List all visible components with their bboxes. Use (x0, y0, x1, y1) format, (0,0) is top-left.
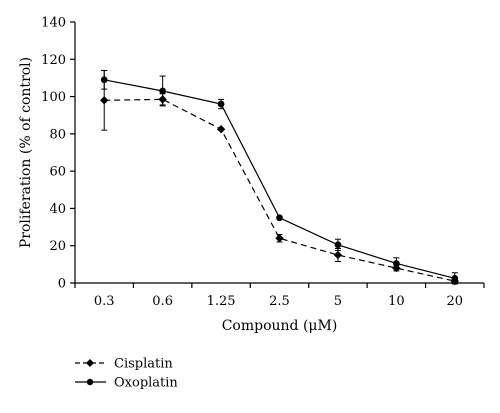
x-tick-label: 1.25 (207, 294, 236, 309)
series-line (104, 98, 455, 282)
x-tick-label: 5 (334, 294, 342, 309)
data-point-circle (100, 76, 108, 84)
data-point-diamond (216, 124, 226, 134)
axes (74, 22, 484, 284)
legend-item-cisplatin: Cisplatin (75, 357, 173, 372)
legend: Cisplatin Oxoplatin (75, 357, 178, 391)
y-tick-label: 140 (41, 16, 66, 31)
data-point-circle (159, 87, 167, 95)
x-tick-label: 2.5 (269, 294, 290, 309)
data-point-circle (392, 260, 400, 267)
y-tick-label: 20 (49, 239, 66, 254)
data-point-circle (217, 100, 225, 108)
y-tick-label: 100 (41, 90, 66, 105)
x-tick-label: 10 (388, 294, 405, 309)
data-point-diamond (333, 250, 343, 260)
x-tick-label: 20 (447, 294, 464, 309)
legend-item-oxoplatin: Oxoplatin (75, 376, 178, 391)
data-point-circle (276, 214, 283, 222)
data-point-diamond (100, 96, 109, 105)
data-point-circle (86, 378, 94, 386)
y-tick-label: 40 (49, 202, 66, 217)
y-axis-label: Proliferation (% of control) (18, 57, 34, 248)
data-point-diamond (86, 359, 94, 367)
x-axis-label: Compound (μM) (222, 318, 338, 334)
series-line (104, 79, 455, 279)
series-cisplatin (100, 69, 459, 286)
data-point-circle (334, 241, 342, 249)
x-tick-label: 0.3 (94, 294, 115, 309)
x-axis-ticks: 0.3 0.6 1.25 2.5 5 10 20 (74, 283, 485, 309)
y-tick-label: 80 (49, 127, 66, 142)
y-axis-ticks: 0 20 40 60 80 100 120 140 (41, 16, 75, 292)
series-layer (100, 69, 459, 286)
data-point-diamond (275, 234, 284, 243)
y-tick-label: 0 (58, 277, 66, 292)
data-point-circle (451, 274, 459, 282)
legend-label: Oxoplatin (114, 376, 178, 391)
x-tick-label: 0.6 (152, 294, 173, 309)
series-oxoplatin (100, 69, 459, 285)
y-tick-label: 120 (41, 53, 66, 68)
y-tick-label: 60 (49, 165, 66, 180)
legend-label: Cisplatin (114, 357, 173, 372)
